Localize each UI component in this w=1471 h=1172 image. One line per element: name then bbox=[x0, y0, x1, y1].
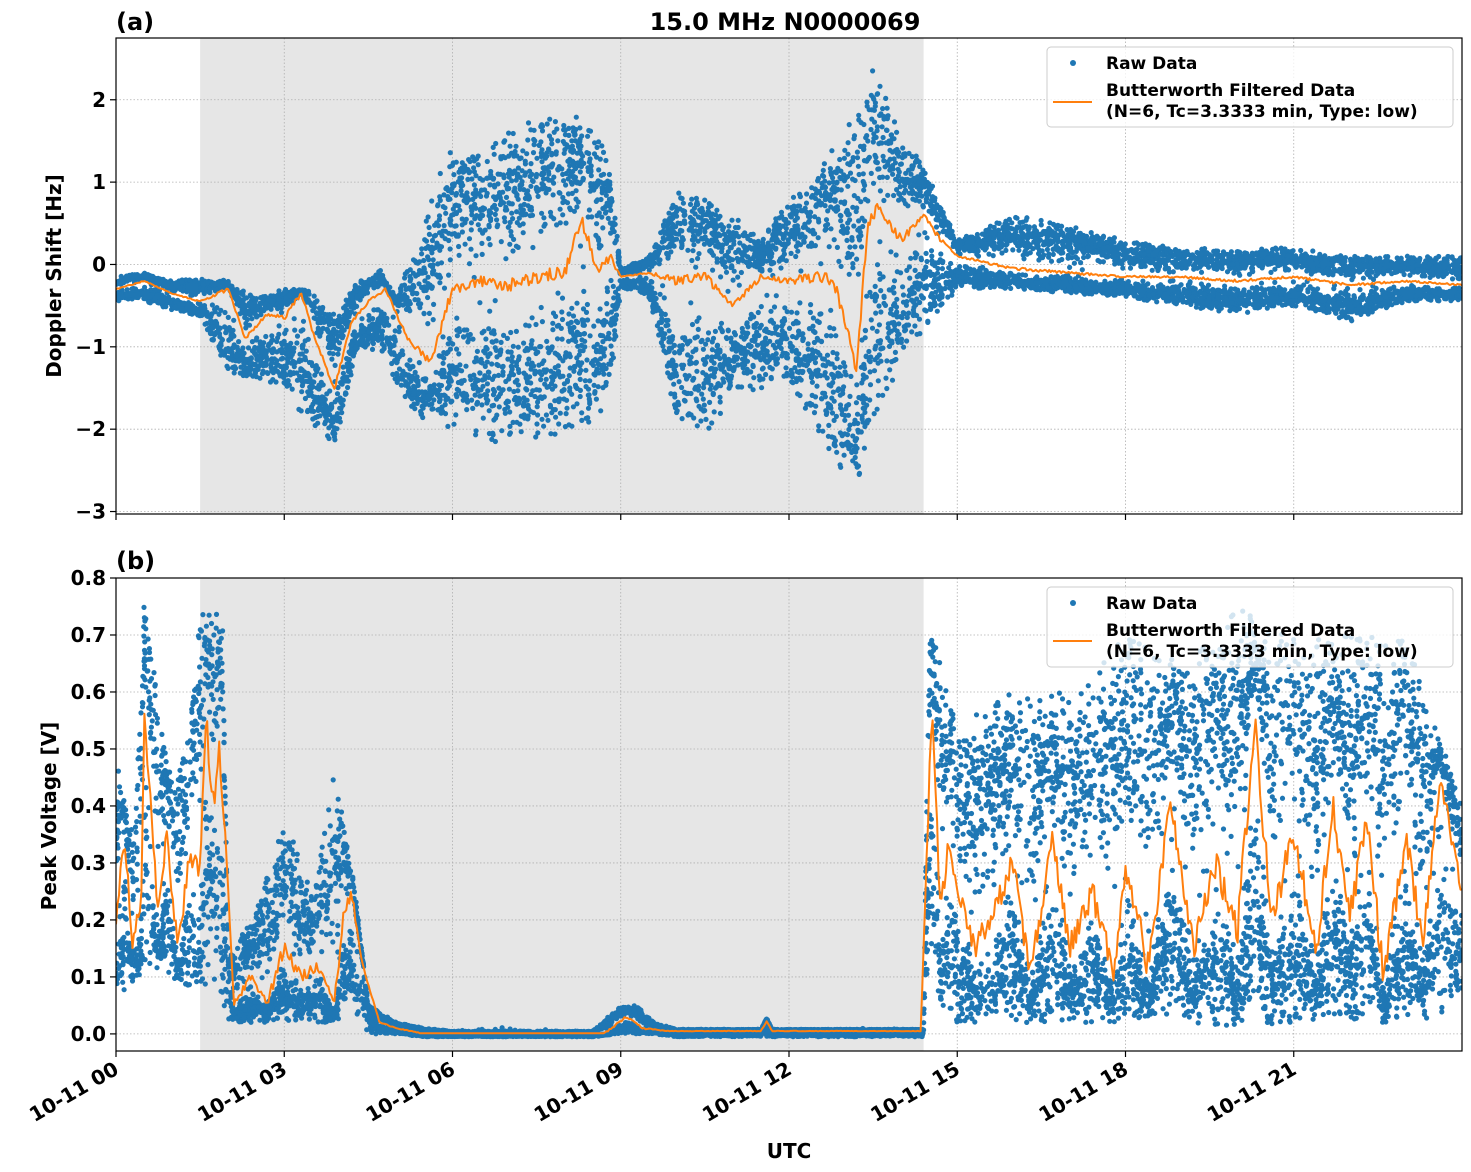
x-tick-label: 10-11 21 bbox=[1203, 1057, 1301, 1127]
x-tick-label: 10-11 00 bbox=[25, 1057, 123, 1127]
y-tick-label: 0 bbox=[92, 252, 106, 276]
x-axis-label: UTC bbox=[767, 1139, 812, 1163]
legend-raw-marker-a bbox=[1070, 60, 1076, 66]
y-tick-label: 0.8 bbox=[71, 566, 106, 590]
legend-b: Raw Data Butterworth Filtered Data (N=6,… bbox=[1047, 587, 1453, 667]
y-tick-label: −1 bbox=[75, 335, 106, 359]
panel-label-a: (a) bbox=[116, 8, 154, 36]
y-tick-label: 0.5 bbox=[71, 737, 106, 761]
y-tick-label: −3 bbox=[75, 500, 106, 524]
panel-b: 0.00.10.20.30.40.50.60.70.8 10-11 00 10-1… bbox=[25, 547, 1465, 1163]
x-tick-label: 10-11 03 bbox=[193, 1057, 291, 1127]
x-tick-label: 10-11 12 bbox=[698, 1057, 796, 1127]
legend-a: Raw Data Butterworth Filtered Data (N=6,… bbox=[1047, 47, 1453, 127]
x-tick-label: 10-11 18 bbox=[1034, 1057, 1132, 1127]
panel-a: −3 −2 −1 0 1 2 (a) 15.0 MHz N0000069 Doppler … bbox=[42, 8, 1465, 524]
x-tick-label: 10-11 06 bbox=[361, 1057, 459, 1127]
y-tick-label: 0.0 bbox=[71, 1022, 106, 1046]
y-ticks-b: 0.0 0.1 0.2 0.3 0.4 0.5 0.6 0.7 0.8 bbox=[71, 566, 116, 1046]
y-tick-label: 1 bbox=[92, 170, 106, 194]
y-ticks-a: −3 −2 −1 0 1 2 bbox=[75, 88, 116, 524]
y-tick-label: 0.4 bbox=[71, 794, 106, 818]
y-axis-label-a: Doppler Shift [Hz] bbox=[42, 174, 66, 378]
y-tick-label: 0.6 bbox=[71, 680, 106, 704]
chart-title: 15.0 MHz N0000069 bbox=[650, 8, 921, 36]
y-tick-label: 0.2 bbox=[71, 908, 106, 932]
x-ticks-b: 10-11 00 10-11 03 10-11 06 10-11 09 10-11 12… bbox=[25, 1051, 1300, 1127]
legend-filtered-params-a: (N=6, Tc=3.3333 min, Type: low) bbox=[1106, 102, 1418, 122]
x-ticks-a bbox=[116, 514, 1294, 520]
legend-filtered-label-b: Butterworth Filtered Data bbox=[1106, 621, 1355, 641]
legend-filtered-label-a: Butterworth Filtered Data bbox=[1106, 81, 1355, 101]
legend-filtered-params-b: (N=6, Tc=3.3333 min, Type: low) bbox=[1106, 642, 1418, 662]
legend-raw-marker-b bbox=[1070, 600, 1076, 606]
legend-raw-label-b: Raw Data bbox=[1106, 594, 1197, 614]
y-tick-label: −2 bbox=[75, 417, 106, 441]
panel-label-b: (b) bbox=[116, 547, 155, 575]
y-axis-label-b: Peak Voltage [V] bbox=[37, 722, 61, 911]
y-tick-label: 0.7 bbox=[71, 623, 106, 647]
shaded-interval-b bbox=[200, 578, 923, 1051]
y-tick-label: 2 bbox=[92, 88, 106, 112]
y-tick-label: 0.1 bbox=[71, 965, 106, 989]
x-tick-label: 10-11 15 bbox=[866, 1057, 964, 1127]
y-tick-label: 0.3 bbox=[71, 851, 106, 875]
legend-raw-label-a: Raw Data bbox=[1106, 54, 1197, 74]
x-tick-label: 10-11 09 bbox=[530, 1057, 628, 1127]
